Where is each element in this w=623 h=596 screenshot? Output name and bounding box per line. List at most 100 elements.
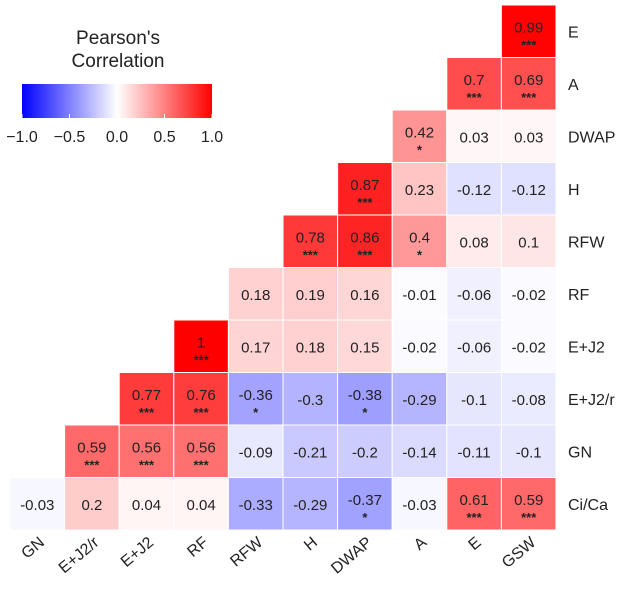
legend-title-line-1: Pearson's (76, 28, 160, 49)
cell-value-label: 0.59 (514, 492, 543, 509)
y-tick-label-dwap: DWAP (568, 129, 615, 146)
cell-value-label: -0.21 (293, 444, 327, 461)
cell-significance-label: *** (357, 195, 373, 210)
heatmap-cell-rf-gsw: -0.02 (500, 267, 557, 321)
heatmap-cell-a-gsw: 0.69*** (500, 57, 557, 111)
heatmap-cell-rect (500, 4, 557, 58)
cell-value-label: 0.59 (77, 439, 106, 456)
heatmap-cell-ci-ca-a: -0.03 (391, 477, 448, 531)
heatmap-cell-rect (391, 372, 448, 426)
heatmap-cell-eplusj2-dwap: 0.15 (337, 319, 393, 373)
cell-significance-label: * (362, 405, 368, 420)
heatmap-cell-eplusj2-r-a: -0.29 (391, 372, 448, 426)
cell-value-label: 0.04 (132, 497, 161, 514)
heatmap-cell-rect (500, 424, 557, 478)
cell-value-label: -0.02 (512, 287, 546, 304)
heatmap-cell-gn-eplusj2: 0.56*** (118, 424, 175, 478)
cell-significance-label: *** (194, 352, 210, 367)
cell-value-label: -0.12 (457, 182, 491, 199)
cell-significance-label: *** (357, 247, 373, 262)
cell-value-label: -0.08 (512, 392, 546, 409)
cell-significance-label: *** (521, 510, 537, 525)
heatmap-cell-rf-rfw: 0.18 (227, 267, 284, 321)
heatmap-cell-rect (391, 477, 448, 531)
heatmap-cell-rect (64, 477, 120, 531)
cell-value-label: 0.87 (350, 177, 379, 194)
cell-significance-label: *** (467, 90, 483, 105)
y-tick-label-rfw: RFW (568, 234, 605, 251)
legend-colorbar (22, 84, 212, 118)
heatmap-cell-rect (282, 477, 339, 531)
legend-title-line-2: Correlation (72, 51, 165, 72)
heatmap-cell-rfw-a: 0.4* (391, 214, 448, 268)
cell-value-label: 0.56 (132, 439, 161, 456)
cell-value-label: -0.1 (461, 392, 487, 409)
heatmap-cell-ci-ca-h: -0.29 (282, 477, 339, 531)
heatmap-cell-ci-ca-eplusj2: 0.04 (118, 477, 175, 531)
heatmap-cell-rect (446, 109, 502, 163)
cell-value-label: -0.11 (458, 444, 491, 461)
heatmap-cell-rect (282, 267, 339, 321)
heatmap-cell-dwap-a: 0.42* (391, 109, 448, 163)
heatmap-cell-eplusj2-e: -0.06 (446, 319, 502, 373)
legend-tick-label: 0.0 (106, 129, 128, 146)
legend-tick-label: −1.0 (6, 129, 38, 146)
cell-significance-label: *** (139, 457, 155, 472)
heatmap-cell-rect (500, 57, 557, 111)
heatmap-cell-rect (500, 319, 557, 373)
heatmap-cell-rect (227, 372, 284, 426)
heatmap-cell-gn-h: -0.21 (282, 424, 339, 478)
heatmap-cell-gn-gsw: -0.1 (500, 424, 557, 478)
heatmap-cell-rfw-e: 0.08 (446, 214, 502, 268)
heatmap-cell-gn-dwap: -0.2 (337, 424, 393, 478)
y-tick-label-e: E (568, 24, 579, 41)
heatmap-cell-gn-rfw: -0.09 (227, 424, 284, 478)
cell-value-label: 0.86 (350, 229, 379, 246)
heatmap-cell-eplusj2-r-eplusj2: 0.77*** (118, 372, 175, 426)
legend: Pearson's Correlation −1.0 −0.5 0.0 0.5 1.0 (6, 28, 223, 146)
cell-value-label: 0.77 (132, 387, 161, 404)
cell-value-label: -0.1 (516, 444, 542, 461)
heatmap-cell-rect (446, 477, 502, 531)
cell-value-label: 0.78 (296, 229, 325, 246)
cell-value-label: -0.12 (512, 182, 546, 199)
heatmap-cell-ci-ca-e: 0.61*** (446, 477, 502, 531)
heatmap-cell-rect (500, 214, 557, 268)
heatmap-cell-rect (500, 372, 557, 426)
cell-value-label: 0.03 (459, 129, 488, 146)
heatmap-cells: 0.99***0.7***0.69***0.42*0.03 0.030.87***… (9, 4, 557, 531)
cell-value-label: 0.16 (350, 287, 379, 304)
heatmap-cell-e-gsw: 0.99*** (500, 4, 557, 58)
x-tick-label-eplusj2-r: E+J2/r (56, 534, 103, 577)
legend-tick-label: 0.5 (153, 129, 175, 146)
cell-value-label: -0.09 (239, 444, 273, 461)
heatmap-cell-ci-ca-gsw: 0.59*** (500, 477, 557, 531)
heatmap-cell-h-dwap: 0.87*** (337, 162, 393, 216)
cell-value-label: 1 (197, 334, 205, 351)
heatmap-cell-rf-h: 0.19 (282, 267, 339, 321)
x-tick-label-gn: GN (19, 534, 48, 562)
heatmap-cell-ci-ca-eplusj2-r: 0.2 (64, 477, 120, 531)
heatmap-cell-eplusj2-r-rf: 0.76*** (173, 372, 229, 426)
heatmap-cell-eplusj2-r-rfw: -0.36* (227, 372, 284, 426)
cell-value-label: 0.42 (405, 124, 434, 141)
heatmap-cell-h-e: -0.12 (446, 162, 502, 216)
y-tick-label-eplusj2-r: E+J2/r (568, 392, 615, 409)
cell-value-label: 0.19 (296, 287, 325, 304)
heatmap-cell-rect (337, 319, 393, 373)
y-tick-label-h: H (568, 182, 580, 199)
heatmap-cell-rect (500, 162, 557, 216)
cell-value-label: -0.33 (239, 497, 273, 514)
heatmap-cell-rect (173, 424, 229, 478)
heatmap-cell-rect (446, 267, 502, 321)
heatmap-cell-gn-e: -0.11 (446, 424, 502, 478)
heatmap-cell-rect (391, 214, 448, 268)
x-tick-label-gsw: GSW (499, 533, 540, 571)
x-tick-label-eplusj2: E+J2 (118, 534, 157, 571)
cell-significance-label: *** (194, 405, 210, 420)
cell-value-label: 0.69 (514, 72, 543, 89)
cell-value-label: 0.61 (459, 492, 488, 509)
cell-significance-label: *** (303, 247, 319, 262)
heatmap-cell-gn-eplusj2-r: 0.59*** (64, 424, 120, 478)
